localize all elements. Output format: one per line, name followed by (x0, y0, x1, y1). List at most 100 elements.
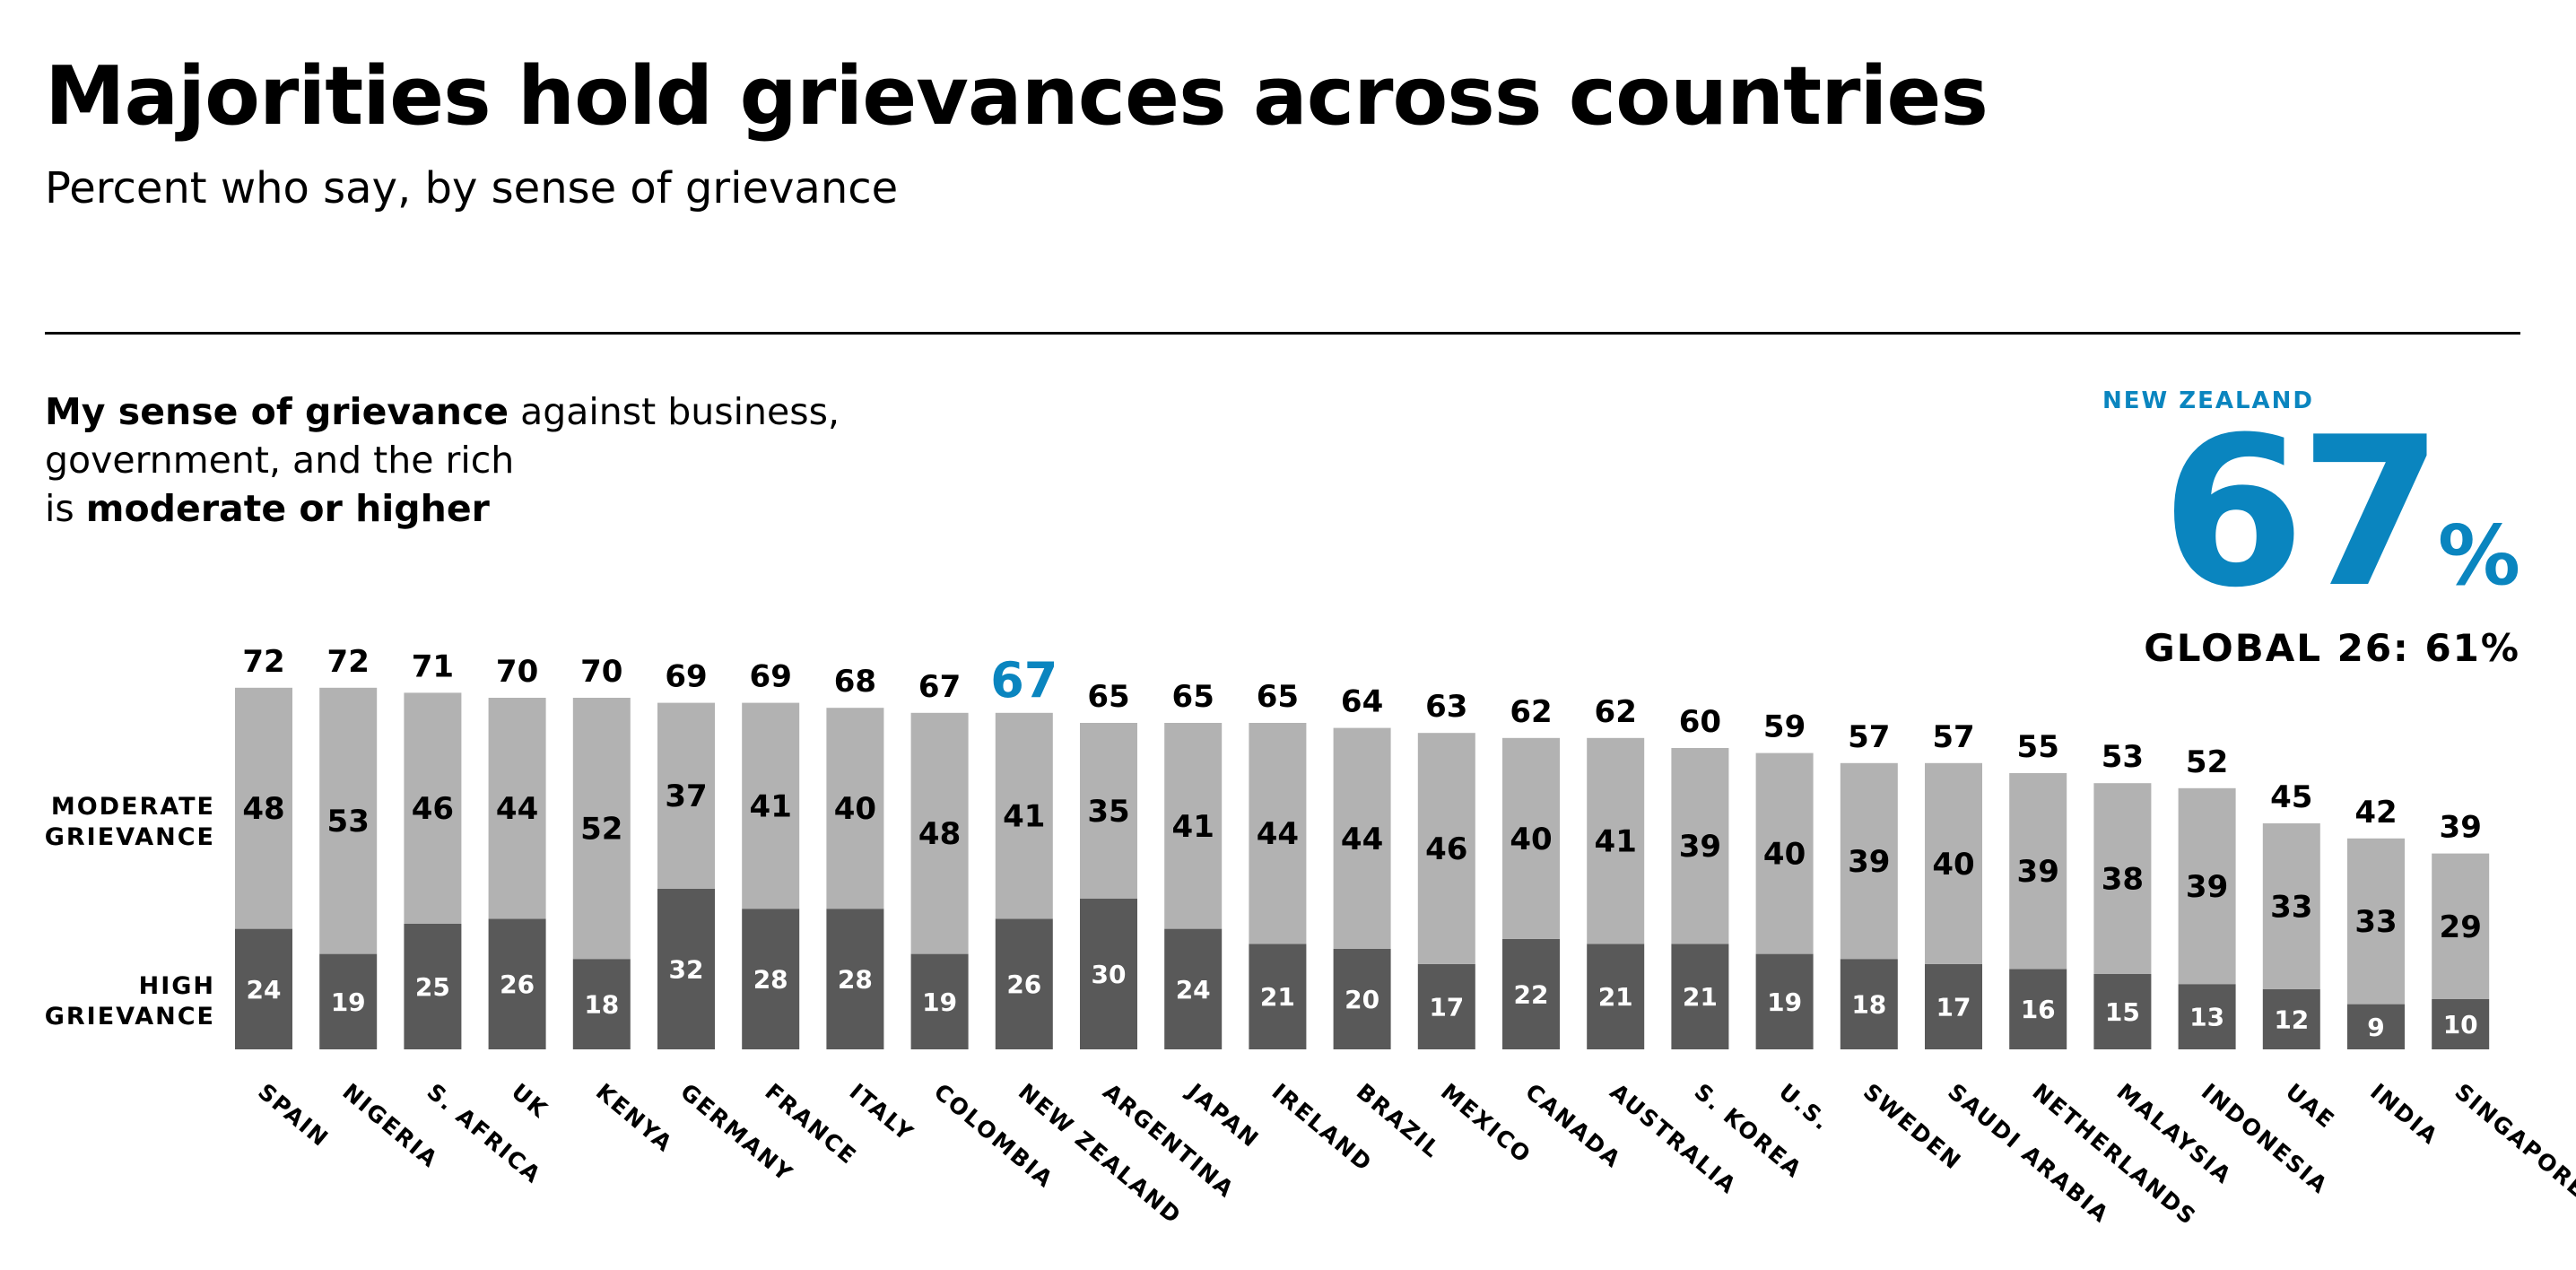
value-label-moderate-ireland: 44 (1257, 816, 1299, 852)
value-label-high-s-africa: 25 (415, 972, 450, 1002)
total-label-u-s: 59 (1763, 709, 1806, 745)
bar-high-netherlands (2009, 969, 2067, 1049)
bar-high-nigeria (319, 953, 378, 1049)
value-label-high-france: 28 (753, 965, 788, 995)
value-label-high-spain: 24 (247, 975, 282, 1005)
bar-high-italy (826, 909, 884, 1049)
bar-moderate-s-africa (404, 692, 462, 924)
category-label-saudi-arabia: SAUDI ARABIA (1943, 1078, 2114, 1228)
category-label-mexico: MEXICO (1436, 1078, 1536, 1169)
value-label-high-argentina: 30 (1092, 960, 1127, 989)
total-label-colombia: 67 (918, 669, 961, 705)
bar-moderate-singapore (2432, 853, 2490, 999)
highlight-callout: NEW ZEALAND 67% GLOBAL 26: 61% (2018, 387, 2520, 670)
value-label-moderate-netherlands: 39 (2017, 854, 2059, 890)
bar-moderate-argentina (1080, 723, 1137, 899)
bar-moderate-new-zealand (995, 712, 1053, 919)
category-label-new-zealand: NEW ZEALAND (1014, 1078, 1187, 1230)
total-label-sweden: 57 (1848, 719, 1890, 755)
value-label-moderate-italy: 40 (834, 791, 876, 827)
bar-high-new-zealand (995, 918, 1053, 1049)
value-label-high-singapore: 10 (2443, 1010, 2478, 1039)
category-label-japan: JAPAN (1181, 1077, 1265, 1153)
row-label-high-line-2: GRIEVANCE (45, 1003, 215, 1031)
statement-emphasis-grievance: My sense of grievance (45, 390, 509, 433)
bar-high-australia (1587, 944, 1645, 1049)
category-label-uae: UAE (2281, 1078, 2340, 1134)
bar-high-u-s (1755, 953, 1814, 1049)
row-label-moderate-line-2: GRIEVANCE (45, 823, 215, 851)
bar-moderate-netherlands (2009, 773, 2067, 970)
category-label-india: INDIA (2365, 1078, 2443, 1150)
bar-moderate-spain (235, 687, 292, 929)
value-label-moderate-s-korea: 39 (1679, 829, 1721, 865)
bar-high-indonesia (2178, 984, 2236, 1049)
value-label-high-new-zealand: 26 (1006, 970, 1041, 999)
total-label-uk: 70 (496, 654, 538, 690)
bar-high-colombia (910, 953, 969, 1049)
total-label-brazil: 64 (1341, 684, 1383, 720)
bar-high-japan (1164, 928, 1223, 1049)
value-label-moderate-india: 33 (2354, 904, 2397, 940)
statement-line-1: My sense of grievance against business, (45, 387, 840, 436)
value-label-moderate-spain: 48 (242, 791, 284, 827)
value-label-moderate-s-africa: 46 (412, 791, 454, 827)
callout-percent-sign: % (2437, 508, 2520, 604)
bar-moderate-canada (1502, 737, 1560, 939)
row-label-high-line-1: HIGH (139, 972, 215, 1000)
total-label-germany: 69 (665, 659, 707, 695)
total-label-indonesia: 52 (2186, 744, 2228, 780)
bar-high-uk (488, 918, 546, 1049)
bar-moderate-kenya (572, 698, 631, 960)
category-label-spain: SPAIN (253, 1078, 334, 1152)
bar-moderate-sweden (1840, 762, 1898, 960)
value-label-high-uk: 26 (500, 970, 535, 999)
total-label-australia: 62 (1595, 694, 1637, 730)
category-label-u-s: U.S. (1774, 1078, 1836, 1135)
value-label-moderate-mexico: 46 (1425, 831, 1467, 867)
callout-value: 67% (2018, 411, 2520, 617)
bar-high-saudi-arabia (1925, 963, 1982, 1049)
total-label-netherlands: 55 (2017, 729, 2059, 765)
bar-high-ireland (1249, 944, 1307, 1049)
value-label-moderate-sweden: 39 (1848, 844, 1890, 880)
bar-moderate-germany (657, 702, 715, 889)
bar-moderate-australia (1587, 737, 1645, 944)
bar-high-argentina (1080, 899, 1137, 1049)
value-label-moderate-new-zealand: 41 (1003, 799, 1045, 835)
value-label-moderate-kenya: 52 (580, 812, 622, 848)
category-label-uk: UK (507, 1078, 553, 1123)
value-label-high-s-korea: 21 (1683, 982, 1718, 1012)
total-label-japan: 65 (1172, 679, 1214, 715)
bar-moderate-ireland (1249, 723, 1307, 944)
bar-moderate-uae (2262, 823, 2320, 989)
value-label-moderate-uae: 33 (2270, 889, 2312, 925)
statement-text-is: is (45, 487, 86, 530)
value-label-high-australia: 21 (1598, 982, 1633, 1012)
statement-line-2: government, and the rich (45, 439, 515, 482)
value-label-moderate-argentina: 35 (1087, 794, 1129, 830)
title-divider (45, 332, 2520, 335)
bar-moderate-indonesia (2178, 787, 2236, 985)
statement-emphasis-moderate: moderate or higher (85, 487, 490, 530)
value-label-high-germany: 32 (669, 954, 704, 984)
bar-moderate-japan (1164, 723, 1223, 929)
value-label-high-india: 9 (2367, 1013, 2384, 1042)
category-label-singapore: SINGAPORE (2450, 1078, 2576, 1203)
callout-country: NEW ZEALAND (2102, 387, 2315, 414)
bar-moderate-s-korea (1671, 748, 1729, 944)
bar-high-canada (1502, 938, 1560, 1049)
total-label-uae: 45 (2270, 779, 2312, 815)
bar-high-uae (2262, 988, 2320, 1049)
statement-line-3: is moderate or higher (45, 484, 840, 533)
bar-moderate-colombia (910, 712, 969, 954)
bar-high-kenya (572, 959, 631, 1049)
value-label-high-canada: 22 (1514, 979, 1549, 1009)
value-label-moderate-canada: 40 (1510, 822, 1552, 857)
value-label-moderate-indonesia: 39 (2186, 869, 2228, 905)
total-label-singapore: 39 (2440, 810, 2482, 846)
value-label-high-uae: 12 (2274, 1005, 2309, 1034)
value-label-high-sweden: 18 (1851, 990, 1886, 1020)
